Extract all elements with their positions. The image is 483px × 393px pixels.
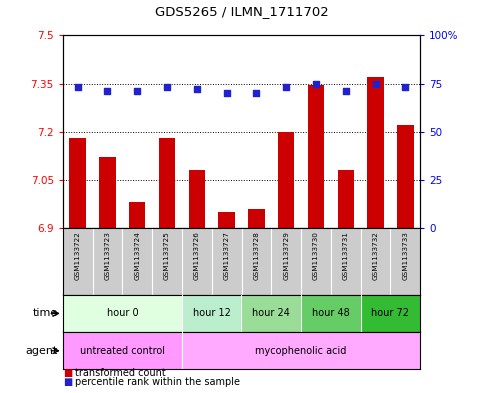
Text: hour 48: hour 48 — [312, 309, 350, 318]
Text: mycophenolic acid: mycophenolic acid — [256, 346, 347, 356]
Point — [253, 90, 260, 96]
Bar — [278, 132, 294, 228]
Text: GSM1133723: GSM1133723 — [104, 231, 111, 280]
Text: ■: ■ — [63, 368, 72, 378]
Text: percentile rank within the sample: percentile rank within the sample — [75, 377, 240, 387]
Text: untreated control: untreated control — [80, 346, 165, 356]
Bar — [70, 138, 86, 228]
Text: hour 12: hour 12 — [193, 309, 231, 318]
Text: hour 24: hour 24 — [252, 309, 290, 318]
Text: GSM1133731: GSM1133731 — [343, 231, 349, 280]
Point — [163, 84, 171, 90]
Text: hour 72: hour 72 — [371, 309, 410, 318]
Text: GSM1133722: GSM1133722 — [75, 231, 81, 280]
Point — [74, 84, 82, 90]
Bar — [159, 138, 175, 228]
Text: GSM1133733: GSM1133733 — [402, 231, 408, 280]
Text: time: time — [33, 309, 58, 318]
Text: GSM1133725: GSM1133725 — [164, 231, 170, 280]
Bar — [182, 332, 420, 369]
Text: ■: ■ — [63, 377, 72, 387]
Bar — [63, 295, 182, 332]
Text: GDS5265 / ILMN_1711702: GDS5265 / ILMN_1711702 — [155, 5, 328, 18]
Point — [342, 88, 350, 94]
Text: hour 0: hour 0 — [107, 309, 138, 318]
Bar — [189, 170, 205, 228]
Bar — [129, 202, 145, 228]
Bar — [308, 85, 324, 228]
Point — [372, 80, 380, 86]
Text: GSM1133732: GSM1133732 — [372, 231, 379, 280]
Point — [312, 80, 320, 86]
Bar — [301, 295, 361, 332]
Bar — [338, 170, 354, 228]
Text: GSM1133729: GSM1133729 — [283, 231, 289, 280]
Point — [401, 84, 409, 90]
Text: GSM1133726: GSM1133726 — [194, 231, 200, 280]
Point — [223, 90, 230, 96]
Point — [133, 88, 141, 94]
Point — [193, 86, 201, 92]
Bar — [218, 212, 235, 228]
Bar — [182, 295, 242, 332]
Bar — [99, 157, 115, 228]
Bar — [368, 77, 384, 228]
Point — [282, 84, 290, 90]
Text: agent: agent — [26, 346, 58, 356]
Point — [104, 88, 112, 94]
Bar — [397, 125, 413, 228]
Bar — [63, 332, 182, 369]
Text: transformed count: transformed count — [75, 368, 166, 378]
Text: GSM1133728: GSM1133728 — [254, 231, 259, 280]
Bar — [361, 295, 420, 332]
Text: GSM1133724: GSM1133724 — [134, 231, 140, 280]
Bar — [248, 209, 265, 228]
Bar — [242, 295, 301, 332]
Text: GSM1133730: GSM1133730 — [313, 231, 319, 280]
Text: GSM1133727: GSM1133727 — [224, 231, 229, 280]
